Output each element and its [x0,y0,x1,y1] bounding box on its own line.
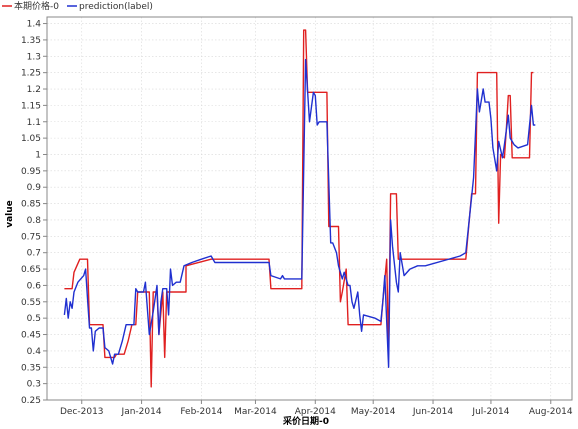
y-tick-label: 1.4 [27,20,42,30]
y-tick-label: 0.55 [21,298,41,308]
y-tick-label: 0.8 [27,216,42,226]
x-tick-label: Aug-2014 [529,407,573,417]
y-tick-label: 1.25 [21,69,41,79]
x-tick-label: Jul-2014 [471,407,509,417]
y-tick-label: 1.2 [27,85,41,95]
y-tick-label: 0.3 [27,380,41,390]
y-tick-label: 1.05 [21,134,41,144]
x-tick-label: Mar-2014 [234,407,277,417]
y-tick-label: 1 [35,150,41,160]
y-tick-label: 0.85 [21,200,41,210]
y-tick-label: 0.65 [21,265,41,275]
legend-label-0: 本期价格-0 [14,0,59,12]
series-layer [63,29,536,388]
y-tick-label: 0.95 [21,167,41,177]
x-tick-label: Jun-2014 [412,407,453,417]
x-tick-label: Jan-2014 [121,407,162,417]
y-tick-label: 0.35 [21,363,41,373]
legend-label-1: prediction(label) [79,2,153,12]
y-tick-label: 0.5 [27,314,41,324]
axes: 0.25 0.3 0.35 0.4 0.45 0.5 0.55 0.6 0.65 0.7 0.75 0… [21,16,573,417]
x-axis-title: 采价日期-0 [282,415,329,427]
y-tick-label: 1.35 [21,36,41,46]
series-line-0 [64,29,534,388]
y-tick-label: 1.3 [27,52,41,62]
grid [47,17,572,401]
y-tick-label: 0.6 [27,281,42,291]
y-tick-label: 0.75 [21,232,41,242]
x-tick-label: May-2014 [351,407,396,417]
y-axis-title: value [5,200,15,228]
y-tick-label: 0.4 [27,347,42,357]
y-tick-label: 0.45 [21,331,41,341]
x-tick-label: Feb-2014 [180,407,222,417]
x-tick-label: Dec-2013 [60,407,104,417]
y-tick-label: 1.15 [21,101,41,111]
y-tick-label: 0.25 [21,396,41,406]
y-tick-label: 1.1 [27,118,41,128]
plot-frame [46,16,573,401]
x-tick-label: Apr-2014 [295,407,336,417]
series-line-1 [63,58,536,368]
y-tick-label: 0.9 [27,183,42,193]
y-tick-label: 0.7 [27,249,41,259]
legend: 本期价格-0 prediction(label) [2,0,153,12]
